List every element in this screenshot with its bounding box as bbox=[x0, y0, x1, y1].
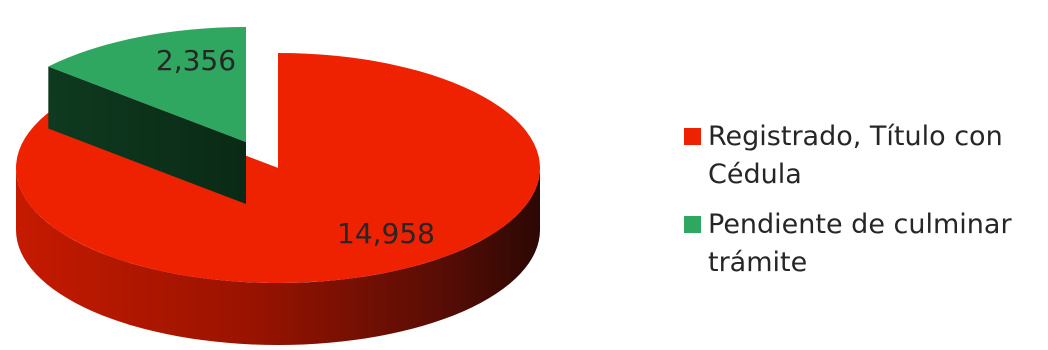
legend-label-registrado: Registrado, Título con Cédula bbox=[708, 121, 1003, 190]
data-label-registrado: 14,958 bbox=[337, 217, 435, 250]
legend-item-registrado: Registrado, Título con Cédula bbox=[676, 118, 1048, 194]
legend-swatch-pendiente bbox=[684, 216, 701, 233]
pie-slice-pendiente-wall-a bbox=[48, 66, 247, 204]
data-label-pendiente: 2,356 bbox=[156, 44, 236, 77]
pie-chart: 14,958 2,356 bbox=[16, 27, 540, 345]
pie-slice-registrado-side bbox=[16, 168, 540, 345]
legend: Registrado, Título con Cédula Pendiente … bbox=[676, 118, 1048, 294]
pie-slice-registrado bbox=[16, 53, 540, 283]
legend-label-pendiente: Pendiente de culminar trámite bbox=[708, 209, 1012, 278]
pie-slice-pendiente bbox=[48, 27, 247, 142]
legend-item-pendiente: Pendiente de culminar trámite bbox=[676, 206, 1048, 282]
legend-swatch-registrado bbox=[684, 128, 701, 145]
